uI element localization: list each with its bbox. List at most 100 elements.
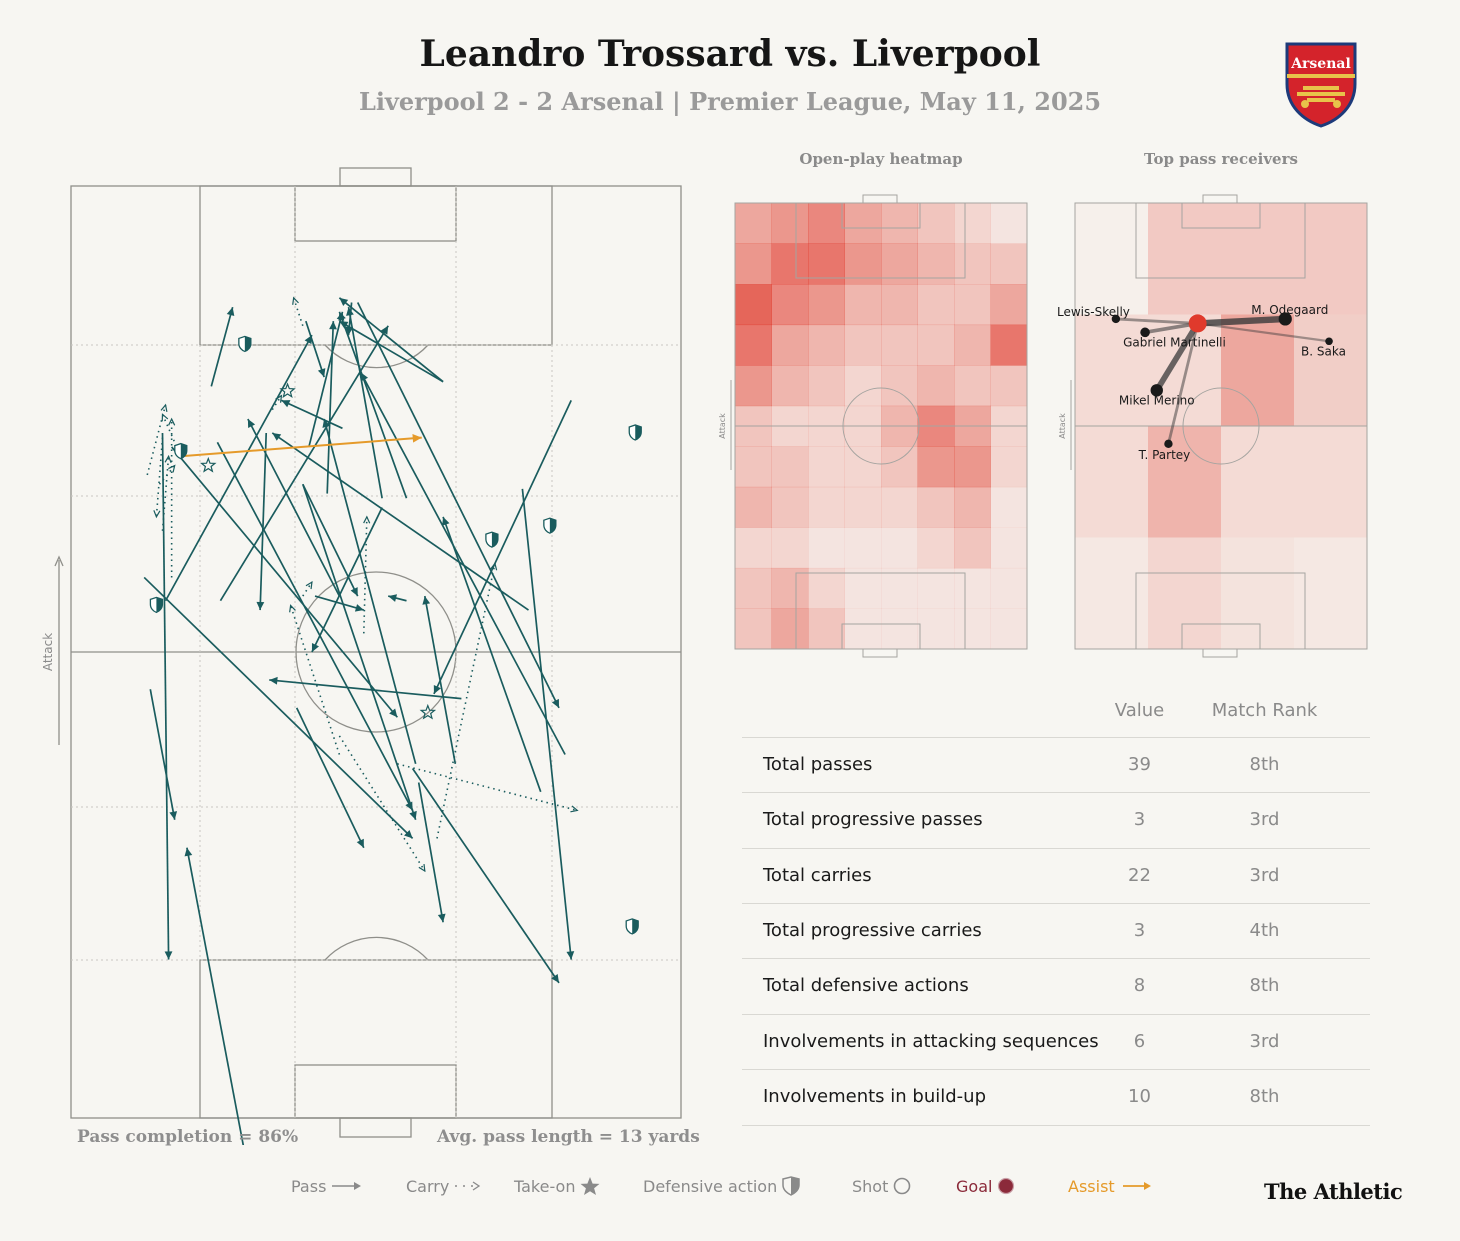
- receiver-zone: [1148, 426, 1221, 538]
- arrow-head: [269, 676, 278, 685]
- receiver-zone: [1294, 203, 1367, 315]
- heat-cell: [808, 527, 845, 569]
- stat-rank: 3rd: [1249, 1031, 1280, 1052]
- pass-mark: [161, 432, 173, 960]
- stat-rank: 8th: [1249, 975, 1280, 996]
- pass-line: [347, 307, 383, 499]
- heat-cell: [735, 527, 772, 569]
- heatmap-attack-label: Attack: [718, 413, 727, 439]
- receiver-link: [1197, 322, 1330, 343]
- heat-cell: [808, 608, 845, 650]
- col-value-header: Value: [1114, 700, 1165, 721]
- heatmap-attack-arrow: Attack: [718, 380, 732, 470]
- pass-line: [295, 707, 365, 849]
- stat-row: Involvements in attacking sequences 6 3r…: [742, 1014, 1370, 1070]
- pass-line: [301, 483, 417, 821]
- heat-cell: [881, 608, 918, 650]
- arrow-head: [570, 805, 579, 813]
- defensive-shield: [628, 424, 642, 441]
- arrow-head: [164, 951, 173, 960]
- heat-cell: [735, 486, 772, 528]
- pass-arrow-icon: [332, 1182, 362, 1190]
- arrow-head: [380, 325, 389, 335]
- arrow-head: [184, 847, 193, 857]
- receiver-link: [1197, 315, 1286, 327]
- legend-shot: Shot: [852, 1174, 912, 1198]
- crest-text: Arsenal: [1290, 56, 1351, 72]
- pass-line: [411, 768, 560, 984]
- pass-line: [314, 595, 365, 611]
- arrow-head: [442, 516, 450, 526]
- heat-cell: [990, 243, 1028, 285]
- receiver-zone: [1075, 537, 1148, 649]
- col-rank-header: Match Rank: [1211, 700, 1318, 721]
- arrow-head: [292, 296, 299, 305]
- pass-mark: [442, 516, 542, 793]
- carry-mark: [168, 417, 176, 578]
- heat-cell: [808, 365, 845, 407]
- pass-mark: [345, 302, 354, 336]
- stat-rank: 3rd: [1249, 809, 1280, 830]
- heat-cell: [735, 567, 772, 609]
- stat-row: Total progressive carries 3 4th: [742, 903, 1370, 959]
- arrow-head: [422, 596, 431, 605]
- carry-mark: [338, 735, 426, 873]
- pass-mark: [311, 507, 383, 653]
- arrow-head: [566, 951, 575, 960]
- stat-row: Involvements in build-up 10 8th: [742, 1069, 1370, 1126]
- stat-row: Total carries 22 3rd: [742, 848, 1370, 904]
- pass-mark: [216, 441, 414, 811]
- pass-mark: [387, 594, 407, 602]
- legend-carry: Carry: [406, 1174, 483, 1198]
- carry-line: [161, 414, 182, 457]
- bottom-goal: [339, 1117, 412, 1138]
- arrow-head: [311, 643, 320, 652]
- carry-mark: [436, 562, 498, 839]
- stat-rank: 3rd: [1249, 865, 1280, 886]
- heat-cell: [881, 365, 918, 407]
- arrow-head: [339, 297, 349, 306]
- heat-cell: [771, 486, 809, 528]
- legend-takeon-label: Take-on: [514, 1176, 576, 1196]
- heat-cell: [954, 324, 991, 366]
- heat-cell: [917, 446, 955, 488]
- bottom-penalty-arc: [324, 936, 429, 961]
- receiver-zone: [1221, 537, 1294, 649]
- stat-value: 8: [1133, 975, 1146, 996]
- assist-mark: [180, 433, 422, 458]
- arrow-head: [272, 432, 282, 441]
- heat-cell: [808, 486, 845, 528]
- arrow-head: [551, 698, 559, 708]
- receiver-zones: [1075, 203, 1367, 649]
- heat-cell: [990, 324, 1028, 366]
- pass-mark: [422, 595, 457, 764]
- arrow-head: [317, 368, 326, 378]
- match-subtitle: Liverpool 2 - 2 Arsenal | Premier League…: [358, 87, 1102, 116]
- pass-line: [417, 782, 444, 923]
- heat-cell: [735, 446, 772, 488]
- pass-mark: [521, 488, 575, 960]
- pass-line: [259, 432, 268, 611]
- pass-mark: [302, 483, 359, 597]
- receiver-zone: [1075, 203, 1148, 315]
- receiver-label: Gabriel Martinelli: [1123, 335, 1226, 349]
- legend-assist: Assist: [1068, 1174, 1155, 1198]
- top-penalty-box: [199, 185, 553, 346]
- pass-line: [442, 516, 542, 793]
- heat-cell: [771, 608, 809, 650]
- heat-cell: [771, 324, 809, 366]
- top-penalty-arc: [324, 344, 429, 369]
- receiver-dot: [1140, 327, 1150, 338]
- pass-line: [433, 400, 572, 695]
- heat-cell: [881, 203, 918, 244]
- carry-mark: [146, 403, 168, 476]
- legend-carry-label: Carry: [406, 1176, 450, 1196]
- heat-cell: [917, 608, 955, 650]
- assist-line: [180, 436, 422, 458]
- pass-mark: [295, 707, 365, 849]
- arrow-head: [161, 413, 169, 422]
- pass-line: [210, 306, 234, 387]
- heat-cell: [844, 203, 882, 244]
- pass-line: [281, 399, 343, 430]
- legend-defensive-label: Defensive action: [643, 1176, 778, 1196]
